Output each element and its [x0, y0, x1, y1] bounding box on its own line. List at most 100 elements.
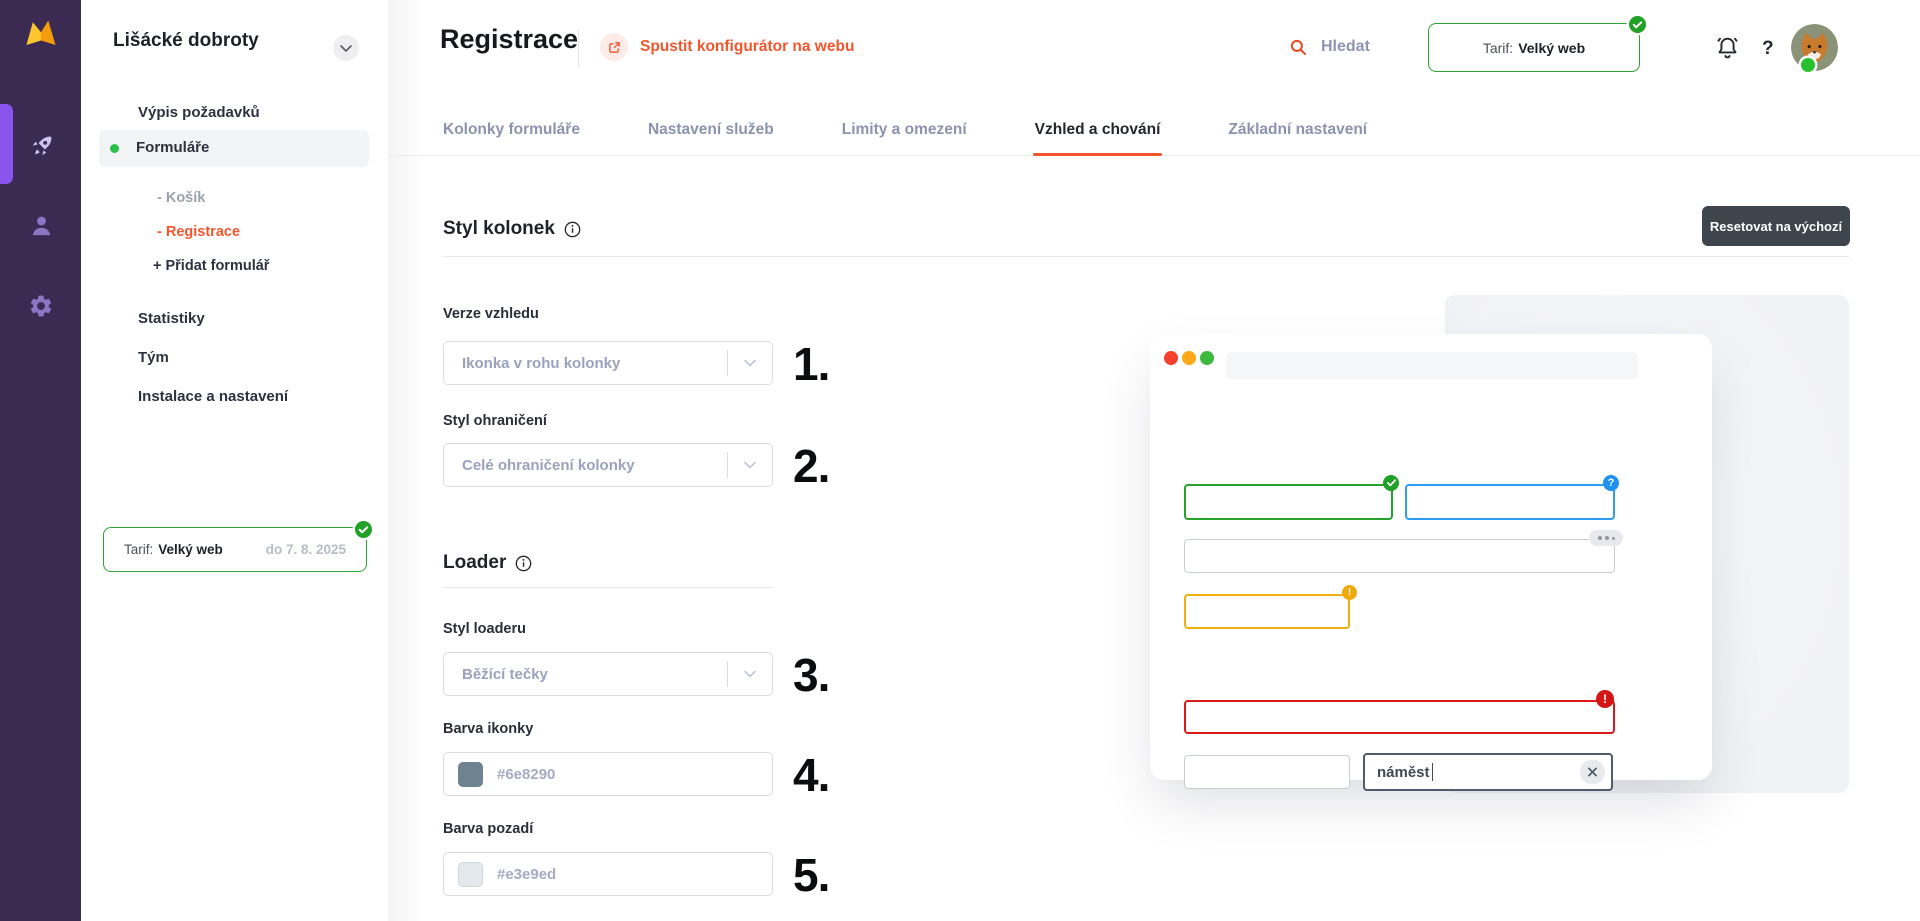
warning-exclamation-icon: !	[1342, 585, 1357, 600]
field-label: Styl ohraničení	[443, 413, 547, 429]
sidebar-item-installation[interactable]: Instalace a nastavení	[138, 388, 288, 405]
sidebar: Lišácké dobroty Výpis požadavků Formulář…	[81, 0, 389, 921]
tariff-prefix: Tarif:	[1483, 40, 1513, 56]
header-divider	[578, 30, 579, 68]
verze-vzhledu-select[interactable]: Ikonka v rohu kolonky	[443, 341, 773, 385]
reset-to-default-button[interactable]: Resetovat na výchozí	[1702, 206, 1850, 246]
preview-input-error	[1184, 700, 1615, 734]
more-options-pill-icon	[1589, 530, 1623, 546]
sidebar-item-statistics[interactable]: Statistiky	[138, 310, 205, 327]
red-dot-icon	[1164, 351, 1178, 365]
workspace-title: Lišácké dobroty	[113, 30, 259, 52]
sidebar-tariff-badge[interactable]: Tarif: Velký web do 7. 8. 2025	[103, 527, 367, 572]
color-value: #6e8290	[497, 766, 555, 783]
browser-dots	[1164, 351, 1214, 365]
search-label: Hledat	[1321, 38, 1370, 56]
field-label: Verze vzhledu	[443, 306, 539, 322]
section-divider	[443, 587, 773, 588]
open-configurator-link[interactable]: Spustit konfigurátor na webu	[600, 33, 854, 61]
workspace-chevron-button[interactable]	[333, 35, 359, 61]
styl-loaderu-select[interactable]: Běžící tečky	[443, 652, 773, 696]
info-icon[interactable]	[564, 221, 581, 238]
sidebar-item-forms-label: Formuláře	[136, 139, 209, 156]
tab-nastaveni-sluzeb[interactable]: Nastavení služeb	[648, 121, 774, 155]
tabbar: Kolonky formuláře Nastavení služeb Limit…	[443, 121, 1367, 155]
preview-input-valid	[1184, 484, 1393, 520]
configurator-label: Spustit konfigurátor na webu	[640, 38, 854, 56]
green-dot-icon	[1200, 351, 1214, 365]
text-caret	[1432, 763, 1434, 781]
chevron-down-icon	[340, 45, 352, 52]
field-label: Barva pozadí	[443, 821, 533, 837]
section-title-text: Loader	[443, 552, 506, 574]
step-number: 5.	[793, 852, 829, 898]
yellow-dot-icon	[1182, 351, 1196, 365]
sidebar-subitem-add-form[interactable]: + Přidat formulář	[153, 258, 269, 274]
main-area: Registrace Spustit konfigurátor na webu …	[388, 0, 1920, 921]
step-number: 3.	[793, 652, 829, 698]
sidebar-item-requests[interactable]: Výpis požadavků	[138, 104, 260, 121]
browser-address-bar	[1226, 352, 1638, 379]
hint-question-icon: ?	[1603, 475, 1619, 491]
form-preview-card: ? ! ! náměst	[1150, 334, 1712, 780]
barva-ikonky-input[interactable]: #6e8290	[443, 752, 773, 796]
section-divider	[443, 256, 1849, 257]
tab-limity-a-omezeni[interactable]: Limity a omezení	[842, 121, 967, 155]
valid-check-icon	[1383, 475, 1399, 491]
page-title: Registrace	[440, 24, 578, 55]
typed-text: náměst	[1365, 755, 1611, 789]
chevron-down-icon	[727, 350, 772, 376]
tariff-name: Velký web	[1518, 40, 1585, 56]
header-tariff-button[interactable]: Tarif: Velký web	[1428, 23, 1640, 72]
section-title-text: Styl kolonek	[443, 218, 555, 240]
tab-vzhled-a-chovani[interactable]: Vzhled a chování	[1035, 121, 1161, 155]
rocket-icon[interactable]	[27, 133, 55, 161]
sidebar-subitem-registration[interactable]: - Registrace	[157, 224, 240, 240]
chevron-down-icon	[727, 661, 772, 687]
tariff-check-icon	[1629, 16, 1646, 33]
settings-gear-icon[interactable]	[27, 292, 55, 320]
help-button[interactable]: ?	[1762, 38, 1774, 60]
select-value: Celé ohraničení kolonky	[444, 457, 727, 474]
color-swatch	[458, 762, 483, 787]
tab-kolonky-formulare[interactable]: Kolonky formuláře	[443, 121, 580, 155]
sidebar-subitem-cart[interactable]: - Košík	[157, 190, 205, 206]
preview-input-small	[1184, 755, 1350, 789]
error-exclamation-icon: !	[1596, 690, 1614, 708]
search-icon	[1290, 39, 1307, 56]
field-label: Styl loaderu	[443, 621, 526, 637]
preview-input-focused: náměst	[1363, 753, 1613, 791]
barva-pozadi-input[interactable]: #e3e9ed	[443, 852, 773, 896]
sidebar-item-team[interactable]: Tým	[138, 349, 169, 366]
preview-input-warning	[1184, 594, 1350, 629]
preview-input-hint	[1405, 484, 1615, 520]
active-section-indicator	[0, 104, 13, 184]
tariff-expiry: do 7. 8. 2025	[266, 542, 346, 557]
field-label: Barva ikonky	[443, 721, 533, 737]
color-swatch	[458, 862, 483, 887]
notifications-bell-icon[interactable]	[1714, 34, 1741, 61]
color-value: #e3e9ed	[497, 866, 556, 883]
styl-ohraniceni-select[interactable]: Celé ohraničení kolonky	[443, 443, 773, 487]
preview-input-default	[1184, 539, 1615, 573]
users-icon[interactable]	[27, 211, 55, 239]
tariff-check-icon	[355, 521, 372, 538]
tariff-prefix: Tarif:	[124, 542, 153, 557]
select-value: Běžící tečky	[444, 666, 727, 683]
step-number: 4.	[793, 752, 829, 798]
chevron-down-icon	[727, 452, 772, 478]
info-icon[interactable]	[515, 555, 532, 572]
tab-zakladni-nastaveni[interactable]: Základní nastavení	[1228, 121, 1367, 155]
online-status-dot	[1801, 58, 1815, 72]
fox-logo-icon[interactable]	[21, 15, 61, 55]
step-number: 2.	[793, 443, 829, 489]
section-title-styl-kolonek: Styl kolonek	[443, 218, 581, 240]
external-link-icon	[600, 33, 628, 61]
clear-x-icon	[1580, 760, 1605, 785]
section-title-loader: Loader	[443, 552, 532, 574]
icon-rail	[0, 0, 81, 921]
select-value: Ikonka v rohu kolonky	[444, 355, 727, 372]
tariff-name: Velký web	[158, 542, 223, 557]
step-number: 1.	[793, 341, 829, 387]
search-button[interactable]: Hledat	[1290, 38, 1370, 56]
